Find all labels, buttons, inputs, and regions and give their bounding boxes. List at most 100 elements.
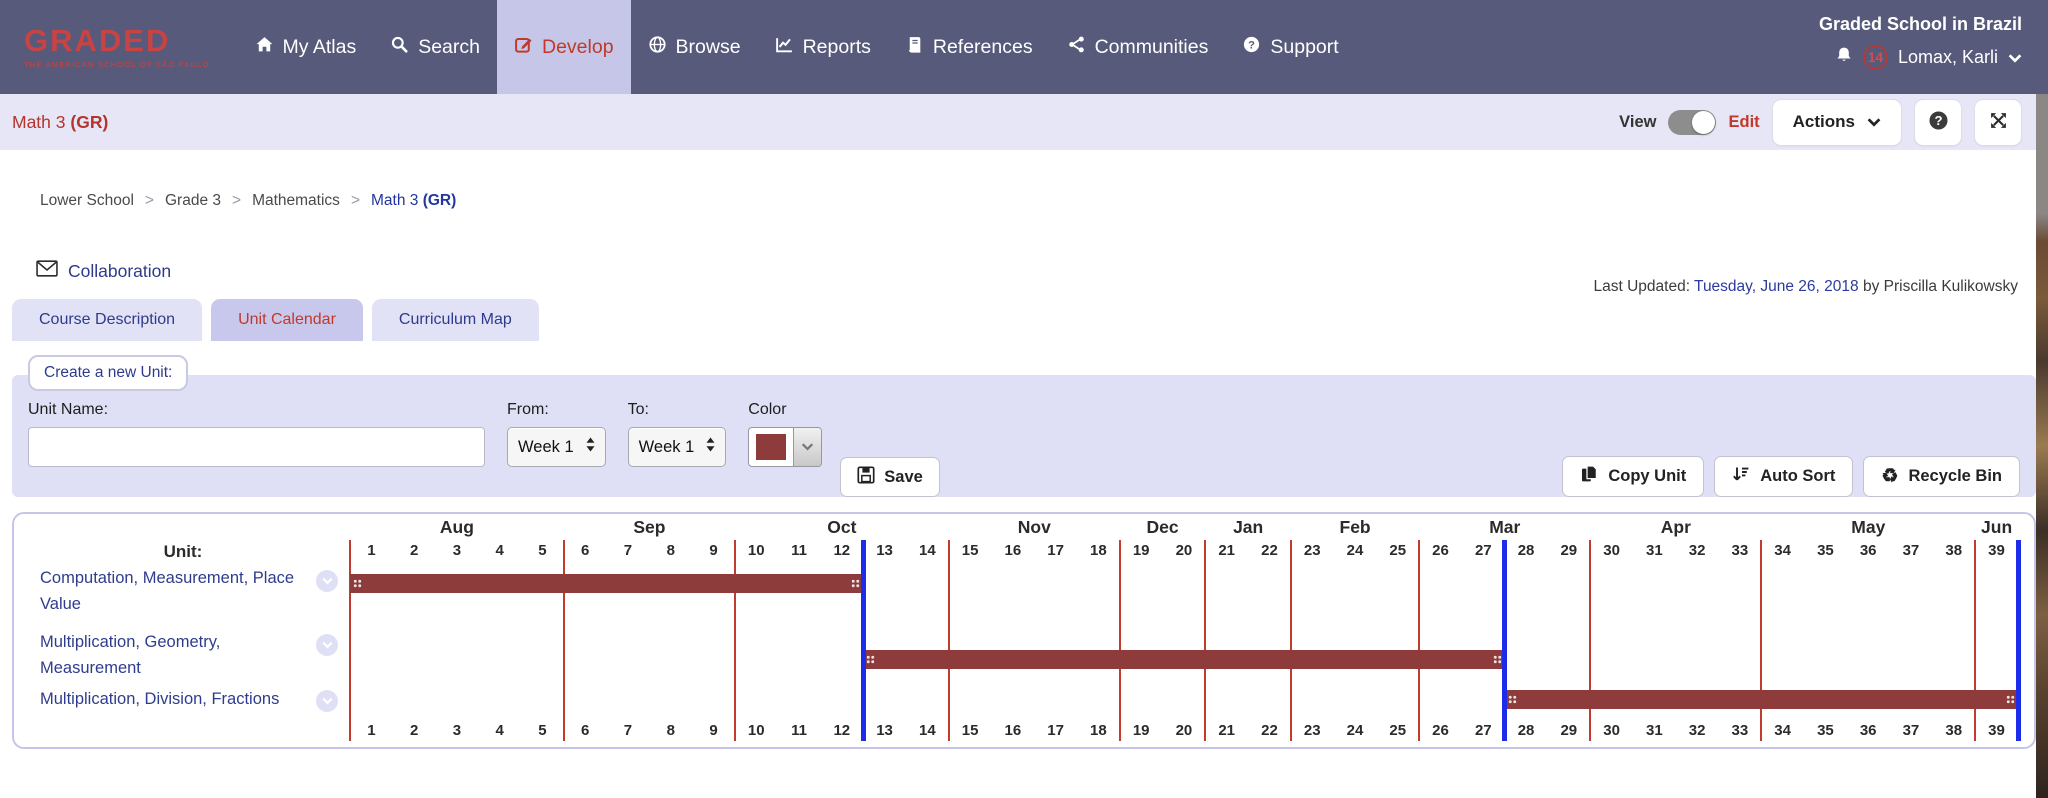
actions-button[interactable]: Actions (1771, 98, 1902, 146)
fullscreen-button[interactable] (1974, 98, 2022, 146)
copy-icon (1580, 465, 1598, 488)
unit-bar[interactable] (1504, 690, 2018, 709)
week-number: 21 (1218, 542, 1236, 559)
week-number: 9 (709, 542, 718, 559)
breadcrumb-mathematics[interactable]: Mathematics (252, 192, 340, 209)
unit-row-label: Multiplication, Division, Fractions (16, 681, 350, 719)
nav-item-label: My Atlas (282, 35, 357, 58)
copy-unit-button[interactable]: Copy Unit (1562, 456, 1705, 497)
drag-handle[interactable] (2005, 695, 2015, 704)
breadcrumb: Lower School > Grade 3 > Mathematics > M… (40, 192, 457, 209)
course-title: Math 3 (GR) (12, 111, 109, 132)
tab-course-description[interactable]: Course Description (12, 299, 203, 341)
nav-item-browse[interactable]: Browse (631, 0, 758, 94)
unit-bar[interactable] (863, 650, 1505, 669)
month-boundary-line (733, 540, 736, 741)
search-icon (390, 35, 409, 60)
chevron-down-icon[interactable] (793, 428, 822, 466)
term-break-line (2015, 540, 2021, 741)
color-picker[interactable] (748, 427, 823, 467)
user-menu[interactable]: Lomax, Karli (1897, 47, 1998, 67)
nav-item-references[interactable]: References (888, 0, 1050, 94)
month-boundary-line (1589, 540, 1592, 741)
view-label: View (1619, 112, 1657, 131)
nav-item-label: Reports (802, 35, 871, 58)
unit-chevron-button[interactable] (316, 634, 338, 656)
auto-sort-label: Auto Sort (1760, 467, 1836, 485)
week-number: 21 (1218, 722, 1236, 739)
drag-handle[interactable] (353, 579, 362, 588)
nav-item-communities[interactable]: Communities (1050, 0, 1226, 94)
toggle-knob (1692, 110, 1716, 134)
week-number: 31 (1646, 722, 1663, 739)
save-button[interactable]: Save (840, 457, 940, 497)
copy-unit-label: Copy Unit (1608, 467, 1687, 485)
unit-rows (350, 561, 2018, 717)
tab-unit-calendar[interactable]: Unit Calendar (211, 299, 363, 341)
course-bar: Math 3 (GR) View Edit Actions ? (0, 94, 2048, 150)
tab-curriculum-map[interactable]: Curriculum Map (371, 299, 539, 341)
month-label: Jan (1233, 517, 1264, 537)
unit-label-column: Unit: Computation, Measurement, Place Va… (16, 542, 350, 719)
graded-logo[interactable]: GRADED THE AMERICAN SCHOOL OF SÃO PAULO (24, 0, 210, 94)
nav-item-search[interactable]: Search (373, 0, 497, 94)
week-number: 2 (409, 542, 419, 559)
drag-handle[interactable] (866, 655, 876, 664)
recycle-bin-button[interactable]: ♻ Recycle Bin (1863, 456, 2020, 497)
month-boundary-line (1204, 540, 1207, 741)
week-number: 31 (1646, 542, 1663, 559)
week-number: 23 (1303, 722, 1321, 739)
week-number: 15 (961, 722, 979, 739)
collaboration-link[interactable]: Collaboration (36, 260, 171, 282)
notification-badge[interactable]: 14 (1862, 45, 1888, 70)
help-button[interactable]: ? (1914, 98, 1962, 146)
month-label: Feb (1339, 517, 1371, 537)
nav-item-support[interactable]: ? Support (1225, 0, 1355, 94)
drag-handle[interactable] (851, 579, 861, 588)
unit-chevron-button[interactable] (316, 570, 338, 592)
nav-item-reports[interactable]: Reports (758, 0, 888, 94)
week-number: 3 (452, 722, 462, 739)
breadcrumb-grade-3[interactable]: Grade 3 (164, 192, 221, 209)
week-number: 26 (1432, 722, 1449, 739)
week-number: 18 (1090, 722, 1107, 739)
svg-text:?: ? (1248, 39, 1255, 51)
unit-link[interactable]: Multiplication, Geometry, Measurement (40, 633, 221, 677)
to-week-select[interactable]: Week 1 (627, 427, 727, 467)
view-edit-toggle[interactable] (1668, 109, 1717, 135)
unit-chevron-button[interactable] (316, 690, 338, 712)
unit-link[interactable]: Multiplication, Division, Fractions (40, 690, 280, 708)
unit-bar[interactable] (350, 574, 864, 593)
week-number: 13 (876, 722, 893, 739)
to-label: To: (627, 401, 649, 418)
stepper-icon (586, 437, 595, 457)
drag-handle[interactable] (1507, 695, 1517, 704)
week-numbers-top: 1 2 3 4 5 6 7 8 9 10 11 12 13 14 15 16 17 18 19 20 21 22 23 24 2… (350, 540, 2018, 561)
bell-icon[interactable] (1835, 46, 1853, 69)
week-number: 22 (1261, 542, 1278, 559)
save-label: Save (884, 467, 923, 486)
nav-item-my-atlas[interactable]: My Atlas (238, 0, 374, 94)
from-week-select[interactable]: Week 1 (507, 427, 606, 467)
last-updated: Last Updated: Tuesday, June 26, 2018 by … (1593, 278, 2019, 295)
unit-row (350, 561, 2018, 619)
week-number: 1 (367, 542, 376, 559)
unit-name-label: Unit Name: (28, 401, 109, 418)
month-boundary-line (947, 540, 950, 741)
nav-item-develop[interactable]: Develop (497, 0, 631, 94)
unit-name-input[interactable] (28, 427, 485, 467)
chevron-down-icon[interactable] (2008, 47, 2022, 68)
week-number: 34 (1774, 722, 1791, 739)
drag-handle[interactable] (1492, 655, 1502, 664)
month-label: Nov (1017, 517, 1051, 537)
auto-sort-button[interactable]: Auto Sort (1714, 456, 1854, 497)
from-field: From: Week 1 (507, 401, 606, 497)
week-number: 38 (1945, 542, 1963, 559)
breadcrumb-lower-school[interactable]: Lower School (40, 192, 134, 209)
month-label: Aug (439, 517, 474, 537)
unit-link[interactable]: Computation, Measurement, Place Value (40, 569, 295, 613)
week-number: 25 (1389, 542, 1407, 559)
to-field: To: Week 1 (627, 401, 727, 497)
week-number: 6 (581, 722, 590, 739)
last-updated-date: Tuesday, June 26, 2018 (1694, 278, 1859, 295)
